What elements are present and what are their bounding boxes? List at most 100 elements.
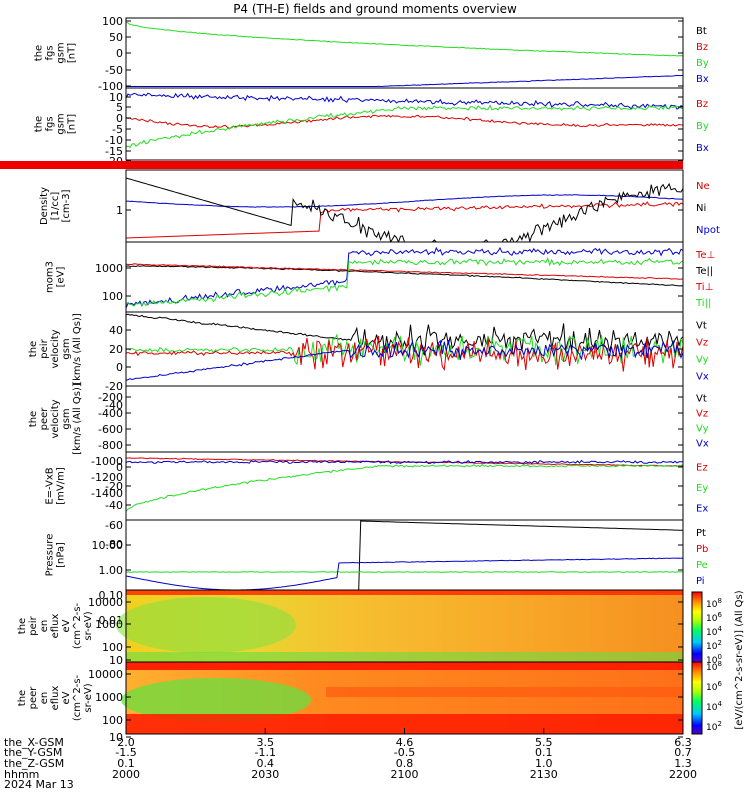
- x-row-label: the_Z-GSM: [4, 757, 64, 770]
- colorbar-tick-label: 104: [706, 625, 722, 638]
- y-tick-label: 100: [102, 290, 123, 303]
- legend-te||: Te||: [695, 266, 713, 277]
- legend-ex: Ex: [696, 504, 708, 515]
- x-tick-label: 2100: [391, 768, 419, 781]
- ion-low-energy-band: [126, 652, 683, 662]
- panel-3: 1 Density[1/cc][cm-3] Ne Ni Npot: [39, 169, 720, 244]
- panel-1: 100 50 0 -50 -100 thefgsgsm[nT] Bt Bz By Bx: [34, 15, 709, 93]
- trace-bx: [126, 74, 683, 88]
- y-axis-label-line: the: [28, 411, 39, 427]
- y-axis-label-line: mom3: [45, 261, 56, 293]
- legend-bt: Bt: [696, 26, 707, 37]
- colorbar-bottom: [691, 661, 703, 735]
- trace-vz: [125, 335, 684, 372]
- x-tick-label: 3.5: [257, 736, 275, 749]
- colorbar-tick-base: 10: [706, 703, 718, 713]
- trace-ey: [125, 463, 684, 512]
- y-tick-label: -20: [105, 380, 123, 393]
- legend-by: By: [696, 58, 709, 69]
- legend-ti⊥: Ti⊥: [695, 282, 713, 293]
- legend-pe: Pe: [696, 560, 708, 571]
- y-axis-label-line: [1/cc]: [50, 192, 61, 221]
- colorbar-tick-base: 10: [706, 723, 718, 733]
- y-tick-label: 10: [109, 91, 123, 104]
- y-axis-label-line: en: [39, 692, 50, 705]
- ion-top-band: [126, 590, 683, 595]
- legend-ni: Ni: [696, 203, 706, 214]
- y-tick-label: 0.10: [99, 589, 124, 602]
- y-tick-label: 40: [109, 324, 123, 337]
- legend-ez: Ez: [696, 462, 708, 473]
- y-tick-label: -400: [98, 407, 123, 420]
- colorbar-tick-base: 10: [706, 628, 718, 638]
- colorbar-tick-base: 10: [706, 600, 718, 610]
- colorbar-tick-label: 106: [706, 611, 722, 624]
- colorbar-label: [eV/(cm^2-s-sr-eV)] (All Qs): [734, 590, 745, 729]
- ion-green-region: [116, 597, 296, 653]
- panel-background: [126, 386, 683, 452]
- x-axis: 2.0 3.5 4.6 5.5 6.3 -1.5 -1.1 -0.5 0.1 0.7 0.1 0.4 0…: [4, 728, 697, 791]
- colorbar-tick-exp: 0: [717, 653, 721, 661]
- y-axis-label-line: E=-VxB: [45, 467, 56, 504]
- colorbar-tick-exp: 4: [717, 700, 722, 708]
- y-axis-label-line: sr-eV): [83, 611, 94, 640]
- y-tick-label: -1000: [91, 455, 123, 468]
- x-tick-label: -0.5: [394, 746, 415, 759]
- x-tick-label: 5.5: [535, 736, 553, 749]
- y-axis-label-line: the: [34, 116, 45, 132]
- panel-background: [126, 88, 683, 160]
- y-axis-label: thefgsgsm[nT]: [34, 42, 78, 63]
- panel-background: [126, 312, 683, 386]
- colorbar-tick-exp: 2: [717, 720, 721, 728]
- y-axis-label: thepeirvelocitygsm[km/s (All Qs)]: [28, 313, 83, 385]
- trace-vt: [125, 313, 684, 356]
- y-tick-label: -60: [105, 519, 123, 532]
- y-axis-label-line: eV: [61, 619, 72, 632]
- y-axis-label-line: Density: [39, 187, 50, 225]
- legend-vt: Vt: [696, 321, 707, 332]
- x-tick-label: 2000: [112, 768, 140, 781]
- y-tick-label: 10.00: [92, 539, 124, 552]
- x-tick-label: 2030: [251, 768, 279, 781]
- legend-te⊥: Te⊥: [695, 250, 715, 261]
- colorbar-tick-label: 108: [706, 660, 722, 673]
- ele-mid-band: [326, 687, 683, 697]
- x-tick-label: 6.3: [674, 736, 692, 749]
- trace-by: [125, 104, 684, 148]
- colorbar-tick-base: 10: [706, 614, 718, 624]
- y-axis-label-line: (cm^2-s-: [72, 674, 83, 721]
- trace-npot: [125, 194, 684, 208]
- y-axis-label-line: [nPa]: [56, 542, 67, 568]
- y-tick-label: -800: [98, 439, 123, 452]
- legend-pi: Pi: [696, 576, 705, 587]
- y-axis-label-line: eV: [61, 691, 72, 704]
- legend-ti||: Ti||: [695, 298, 711, 309]
- x-tick-label: 0.8: [396, 757, 414, 770]
- colorbar-tick-base: 10: [706, 663, 718, 673]
- y-tick-label: 0: [116, 47, 123, 60]
- x-tick-label: 1.0: [535, 757, 553, 770]
- y-axis-label-line: peer: [28, 686, 39, 710]
- y-axis-label-line: en: [39, 620, 50, 633]
- x-tick-label: 2.0: [117, 736, 135, 749]
- colorbar-tick-label: 106: [706, 680, 722, 693]
- x-tick-label: 0.7: [674, 746, 692, 759]
- y-axis-label: Density[1/cc][cm-3]: [39, 187, 72, 225]
- trace-teperp: [125, 263, 684, 280]
- colorbar-tick-exp: 8: [717, 660, 721, 668]
- colorbar-tick-label: 108: [706, 597, 722, 610]
- trace-tell: [125, 265, 684, 287]
- y-tick-label: 10: [109, 731, 123, 744]
- trace-pe: [125, 571, 683, 573]
- legend-pb: Pb: [696, 544, 708, 555]
- y-tick-label: 0: [116, 461, 123, 474]
- colorbar-tick-exp: 4: [717, 625, 722, 633]
- y-tick-label: 5: [116, 101, 123, 114]
- y-axis-label-line: gsm: [61, 338, 72, 359]
- trace-vx: [125, 339, 684, 381]
- panel-5: 40 20 0 -20 -40 thepeirvelocitygsm[km/s (All …: [28, 311, 709, 412]
- y-axis-label-line: eflux: [50, 614, 61, 639]
- y-tick-label: 1000: [95, 618, 123, 631]
